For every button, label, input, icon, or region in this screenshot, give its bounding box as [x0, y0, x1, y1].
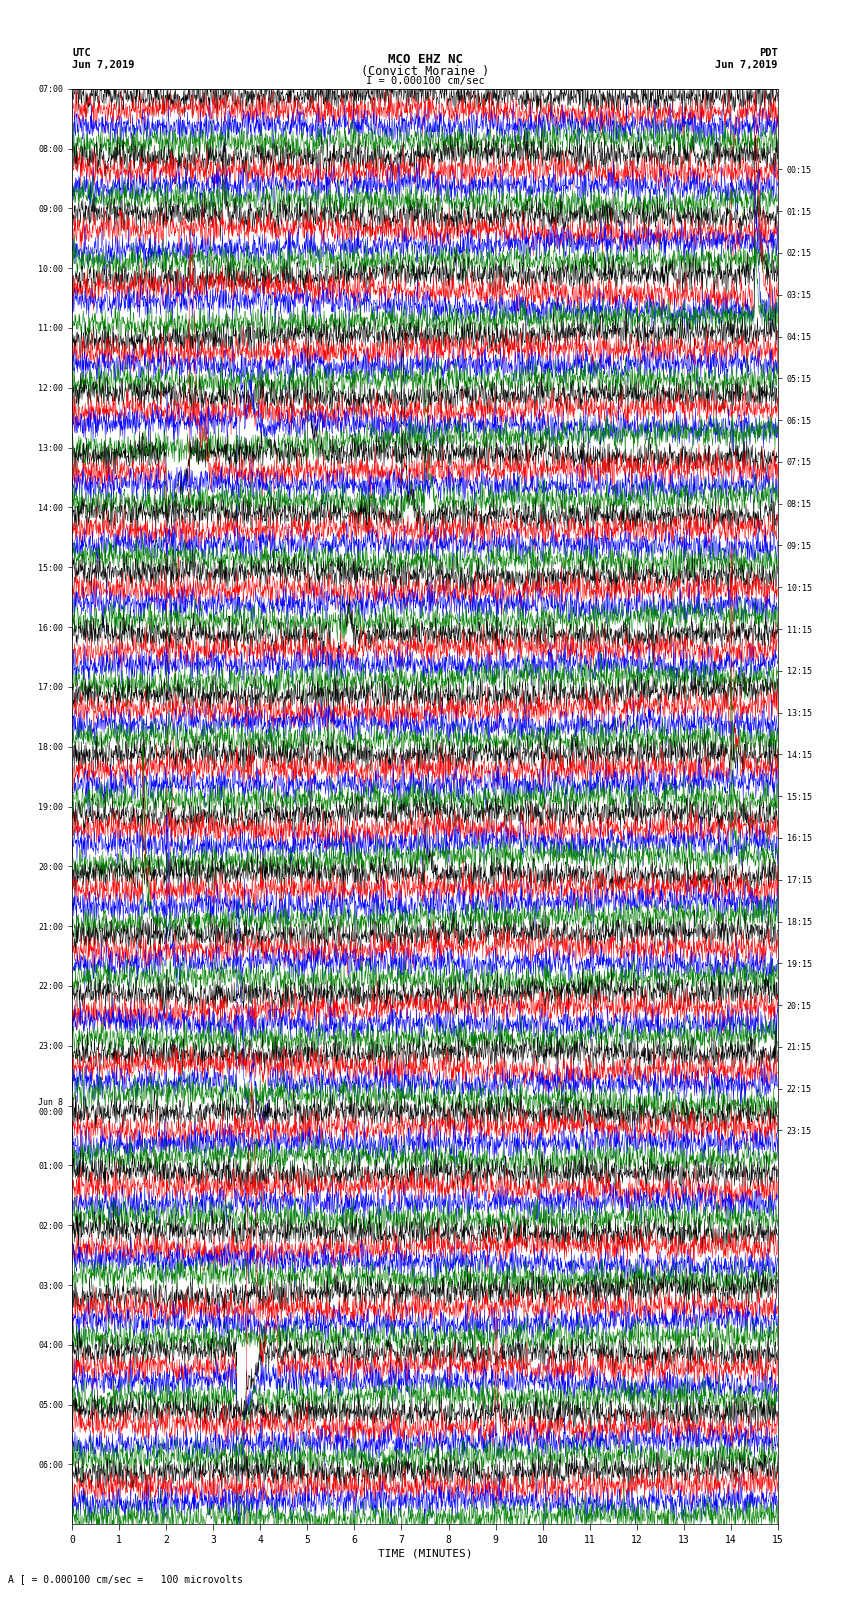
Text: MCO EHZ NC: MCO EHZ NC	[388, 53, 462, 66]
Text: Jun 7,2019: Jun 7,2019	[72, 60, 135, 69]
Text: UTC: UTC	[72, 48, 91, 58]
Text: PDT: PDT	[759, 48, 778, 58]
Text: A [ = 0.000100 cm/sec =   100 microvolts: A [ = 0.000100 cm/sec = 100 microvolts	[8, 1574, 243, 1584]
Text: (Convict Moraine ): (Convict Moraine )	[361, 65, 489, 77]
Text: Jun 7,2019: Jun 7,2019	[715, 60, 778, 69]
X-axis label: TIME (MINUTES): TIME (MINUTES)	[377, 1548, 473, 1558]
Text: I = 0.000100 cm/sec: I = 0.000100 cm/sec	[366, 76, 484, 85]
